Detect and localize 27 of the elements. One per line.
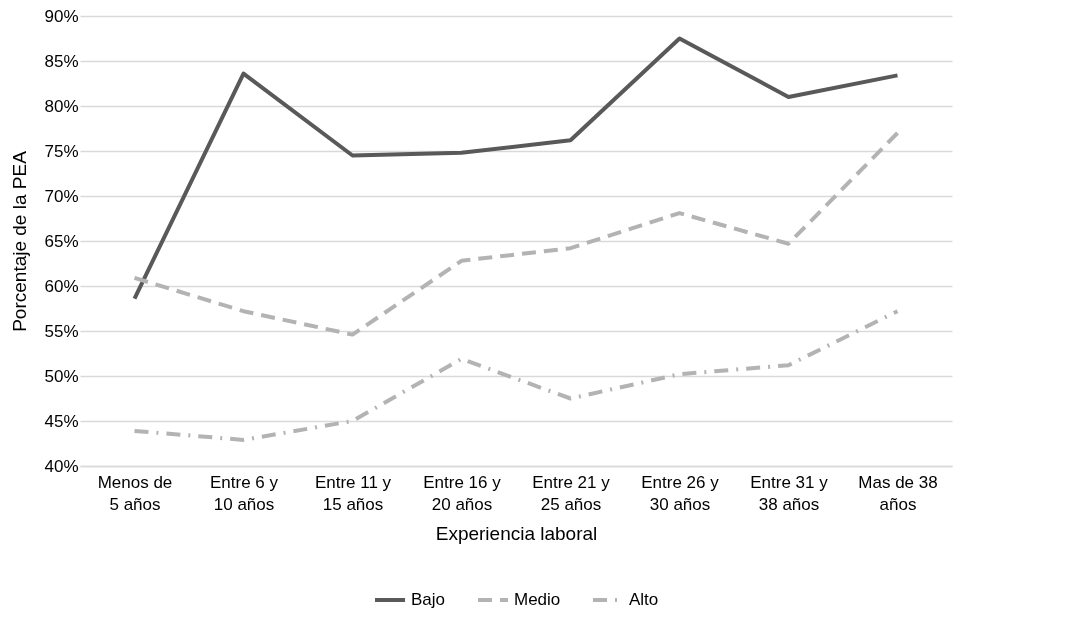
x-tick-label: Mas de 38 años bbox=[858, 472, 938, 514]
x-tick-label: Entre 16 y 20 años bbox=[423, 472, 502, 514]
x-tick-label: Entre 6 y 10 años bbox=[209, 472, 279, 514]
y-tick-label: 80% bbox=[44, 96, 79, 116]
y-tick-label: 45% bbox=[44, 411, 79, 431]
legend-label: Medio bbox=[514, 590, 561, 609]
y-tick-label: 75% bbox=[44, 141, 79, 161]
legend-label: Bajo bbox=[411, 590, 446, 609]
y-tick-label: 70% bbox=[44, 186, 79, 206]
x-tick-label: Entre 21 y 25 años bbox=[532, 472, 611, 514]
line-series bbox=[132, 131, 900, 337]
y-tick-label: 40% bbox=[44, 456, 79, 476]
x-tick-label: Entre 11 y 15 años bbox=[314, 472, 392, 514]
legend-label: Alto bbox=[629, 590, 659, 609]
y-tick-label: 65% bbox=[44, 231, 79, 251]
y-tick-label: 50% bbox=[44, 366, 79, 386]
y-tick-label: 90% bbox=[44, 6, 79, 26]
x-axis-title: Experiencia laboral bbox=[435, 522, 598, 544]
x-tick-label: Menos de 5 años bbox=[97, 472, 173, 514]
x-tick-label: Entre 31 y 38 años bbox=[750, 472, 829, 514]
x-tick-label: Entre 26 y 30 años bbox=[641, 472, 720, 514]
y-tick-label: 85% bbox=[44, 51, 79, 71]
line-series bbox=[132, 36, 900, 301]
y-axis-title: Porcentaje de la PEA bbox=[9, 150, 31, 332]
y-tick-label: 55% bbox=[44, 321, 79, 341]
y-tick-label: 60% bbox=[44, 276, 79, 296]
line-series bbox=[132, 309, 900, 442]
